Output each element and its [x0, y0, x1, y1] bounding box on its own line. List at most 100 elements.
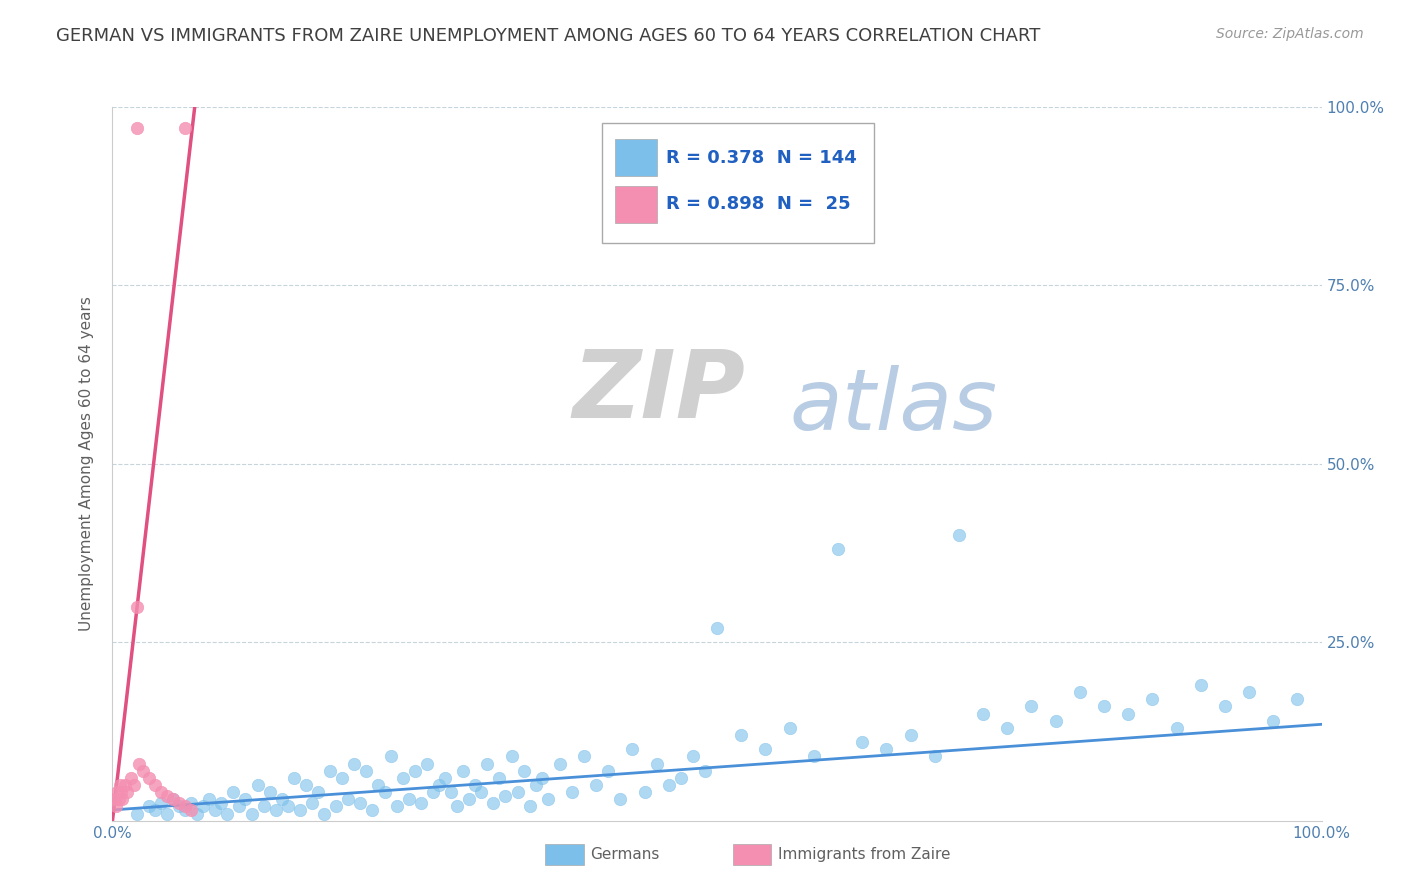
- Point: [107, 792, 129, 806]
- Point: [156, 789, 179, 803]
- Point: [162, 792, 184, 806]
- FancyBboxPatch shape: [616, 139, 657, 177]
- Point: [391, 771, 413, 785]
- Point: [530, 771, 553, 785]
- Point: [995, 721, 1018, 735]
- Point: [374, 785, 396, 799]
- Point: [1142, 692, 1164, 706]
- Point: [325, 799, 347, 814]
- Point: [228, 799, 250, 814]
- Point: [706, 621, 728, 635]
- Point: [585, 778, 607, 792]
- Point: [149, 796, 172, 810]
- Point: [132, 764, 155, 778]
- Point: [180, 803, 202, 817]
- Point: [367, 778, 389, 792]
- FancyBboxPatch shape: [602, 123, 875, 243]
- Point: [572, 749, 595, 764]
- Point: [361, 803, 384, 817]
- FancyBboxPatch shape: [546, 844, 583, 865]
- Point: [288, 803, 311, 817]
- Point: [111, 792, 134, 806]
- Point: [356, 764, 378, 778]
- Point: [337, 792, 360, 806]
- Point: [180, 796, 202, 810]
- Point: [167, 799, 190, 814]
- Point: [682, 749, 704, 764]
- Point: [404, 764, 426, 778]
- Text: atlas: atlas: [790, 365, 998, 449]
- Point: [458, 792, 481, 806]
- Point: [103, 792, 125, 806]
- Point: [156, 806, 179, 821]
- Point: [104, 792, 127, 806]
- Point: [972, 706, 994, 721]
- Point: [143, 803, 166, 817]
- Point: [1237, 685, 1260, 699]
- Text: R = 0.898  N =  25: R = 0.898 N = 25: [666, 195, 851, 213]
- Point: [114, 778, 136, 792]
- Point: [105, 799, 128, 814]
- Point: [167, 796, 190, 810]
- Point: [561, 785, 583, 799]
- Point: [524, 778, 547, 792]
- Point: [779, 721, 801, 735]
- Point: [416, 756, 439, 771]
- Point: [693, 764, 716, 778]
- Point: [110, 785, 132, 799]
- Point: [464, 778, 486, 792]
- Point: [174, 121, 197, 136]
- Point: [264, 803, 287, 817]
- Point: [270, 792, 292, 806]
- Point: [277, 799, 299, 814]
- Point: [1189, 678, 1212, 692]
- Point: [851, 735, 873, 749]
- Point: [427, 778, 450, 792]
- Point: [186, 806, 208, 821]
- Point: [1286, 692, 1309, 706]
- Point: [537, 792, 560, 806]
- Point: [138, 771, 160, 785]
- Point: [385, 799, 408, 814]
- Point: [128, 756, 150, 771]
- Point: [422, 785, 444, 799]
- FancyBboxPatch shape: [616, 186, 657, 223]
- Point: [669, 771, 692, 785]
- Point: [246, 778, 269, 792]
- Point: [1213, 699, 1236, 714]
- Point: [730, 728, 752, 742]
- Point: [900, 728, 922, 742]
- Point: [495, 789, 517, 803]
- Point: [240, 806, 263, 821]
- Point: [149, 785, 172, 799]
- FancyBboxPatch shape: [733, 844, 772, 865]
- Point: [754, 742, 776, 756]
- Point: [609, 792, 631, 806]
- Point: [1045, 714, 1067, 728]
- Point: [506, 785, 529, 799]
- Point: [122, 778, 145, 792]
- Text: Source: ZipAtlas.com: Source: ZipAtlas.com: [1216, 27, 1364, 41]
- Point: [827, 542, 849, 557]
- Point: [1116, 706, 1139, 721]
- Point: [633, 785, 655, 799]
- Point: [470, 785, 492, 799]
- Y-axis label: Unemployment Among Ages 60 to 64 years: Unemployment Among Ages 60 to 64 years: [79, 296, 94, 632]
- Point: [645, 756, 668, 771]
- Point: [125, 121, 148, 136]
- Point: [1166, 721, 1188, 735]
- Point: [198, 792, 221, 806]
- Text: GERMAN VS IMMIGRANTS FROM ZAIRE UNEMPLOYMENT AMONG AGES 60 TO 64 YEARS CORRELATI: GERMAN VS IMMIGRANTS FROM ZAIRE UNEMPLOY…: [56, 27, 1040, 45]
- Point: [482, 796, 505, 810]
- Point: [319, 764, 342, 778]
- Point: [488, 771, 510, 785]
- Point: [519, 799, 541, 814]
- Point: [191, 799, 214, 814]
- Point: [330, 771, 353, 785]
- Point: [621, 742, 644, 756]
- Point: [948, 528, 970, 542]
- Point: [343, 756, 366, 771]
- Point: [398, 792, 420, 806]
- Point: [162, 792, 184, 806]
- Point: [380, 749, 402, 764]
